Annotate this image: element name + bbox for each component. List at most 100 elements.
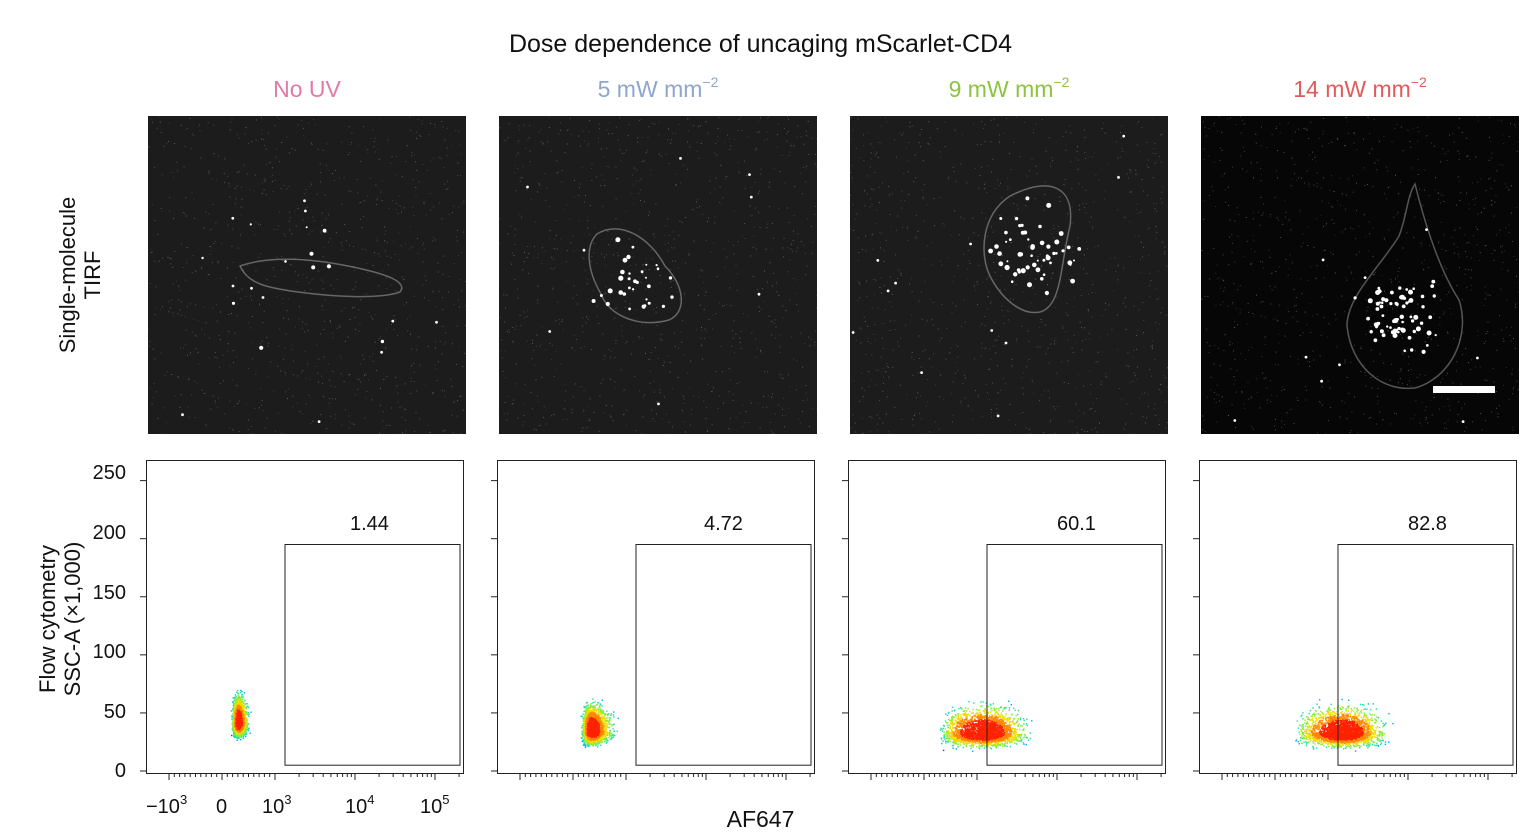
molecule-spot <box>1025 265 1030 270</box>
event-point <box>596 703 599 706</box>
molecule-spot <box>1030 245 1035 250</box>
molecule-spot <box>1066 245 1071 250</box>
event-point <box>591 711 594 713</box>
y-tick-label: 150 <box>92 582 126 604</box>
event-point <box>234 723 236 726</box>
event-point <box>235 708 237 711</box>
event-point <box>246 728 249 731</box>
event-point <box>236 697 239 700</box>
molecule-spot <box>250 286 253 290</box>
molecule-spot <box>1038 224 1042 229</box>
event-point <box>236 699 238 701</box>
event-point <box>238 730 240 732</box>
tirf-image-no-uv <box>148 116 466 434</box>
molecule-spot <box>1432 294 1436 298</box>
event-point <box>586 715 588 717</box>
molecule-spot <box>1392 333 1398 338</box>
event-point <box>602 733 604 735</box>
event-point <box>238 722 241 724</box>
event-point <box>594 701 596 703</box>
gate-percent: 1.44 <box>350 513 389 535</box>
event-point <box>602 724 605 727</box>
event-point <box>604 735 607 737</box>
molecule-spot <box>1396 318 1399 321</box>
event-point <box>241 732 243 734</box>
event-point <box>607 721 610 723</box>
event-point <box>601 716 603 719</box>
event-point <box>236 701 238 703</box>
event-point <box>237 727 239 729</box>
event-point <box>244 704 246 706</box>
event-point <box>593 714 595 716</box>
event-point <box>235 703 237 705</box>
event-point <box>232 733 235 735</box>
event-point <box>243 718 245 720</box>
event-point <box>610 738 612 740</box>
event-point <box>235 726 237 728</box>
event-point <box>235 697 238 699</box>
event-point <box>596 714 598 717</box>
molecule-spot <box>309 251 314 256</box>
molecule-spot <box>1377 286 1381 290</box>
event-point <box>611 734 614 736</box>
event-point <box>585 716 587 718</box>
event-point <box>592 711 594 714</box>
event-point <box>584 715 586 718</box>
event-point <box>235 724 238 727</box>
event-point <box>601 723 603 725</box>
molecule-spot <box>1402 296 1407 300</box>
molecule-spot <box>1401 320 1404 324</box>
molecule-spot <box>1408 298 1414 303</box>
event-point <box>237 692 239 694</box>
event-point <box>608 726 610 729</box>
event-point <box>240 689 242 692</box>
tirf-image-14mw <box>1201 116 1519 434</box>
molecule-spot <box>886 289 890 293</box>
event-point <box>238 735 240 737</box>
tirf-canvas <box>1201 116 1519 434</box>
event-point <box>598 717 600 720</box>
event-point <box>609 729 612 732</box>
molecule-spot <box>1378 301 1381 304</box>
molecule-spot <box>622 257 628 263</box>
molecule-spot <box>1381 314 1385 317</box>
molecule-spot <box>607 288 613 294</box>
column-title-text: 5 mW mm <box>597 76 703 102</box>
event-point <box>601 735 603 738</box>
molecule-spot <box>994 244 999 249</box>
event-point <box>594 711 596 713</box>
event-point <box>235 732 238 734</box>
event-point <box>235 695 237 697</box>
event-point <box>234 725 236 728</box>
event-point <box>612 736 615 738</box>
event-point <box>245 717 247 719</box>
event-point <box>593 718 596 721</box>
event-point <box>243 702 245 705</box>
figure-title: Dose dependence of uncaging mScarlet-CD4 <box>508 30 1013 58</box>
event-point <box>233 696 236 699</box>
event-point <box>602 737 605 739</box>
event-point <box>239 698 242 701</box>
event-point <box>234 725 236 727</box>
event-point <box>235 723 237 725</box>
event-point <box>232 704 235 707</box>
event-point <box>583 710 585 713</box>
molecule-spot <box>628 286 631 290</box>
event-point <box>239 717 241 720</box>
event-point <box>237 728 239 731</box>
molecule-spot <box>679 157 682 160</box>
event-point <box>594 723 596 725</box>
y-tick-label: 200 <box>92 522 126 544</box>
molecule-spot <box>1005 240 1008 243</box>
event-point <box>237 706 239 708</box>
event-point <box>605 728 607 731</box>
event-point <box>585 709 588 711</box>
event-point <box>233 699 235 701</box>
molecule-spot <box>231 284 235 288</box>
molecule-spot <box>380 339 385 344</box>
event-point <box>243 713 245 716</box>
molecule-spot <box>615 237 621 243</box>
event-point <box>605 722 607 725</box>
tirf-canvas <box>850 116 1168 434</box>
event-point <box>243 733 245 735</box>
